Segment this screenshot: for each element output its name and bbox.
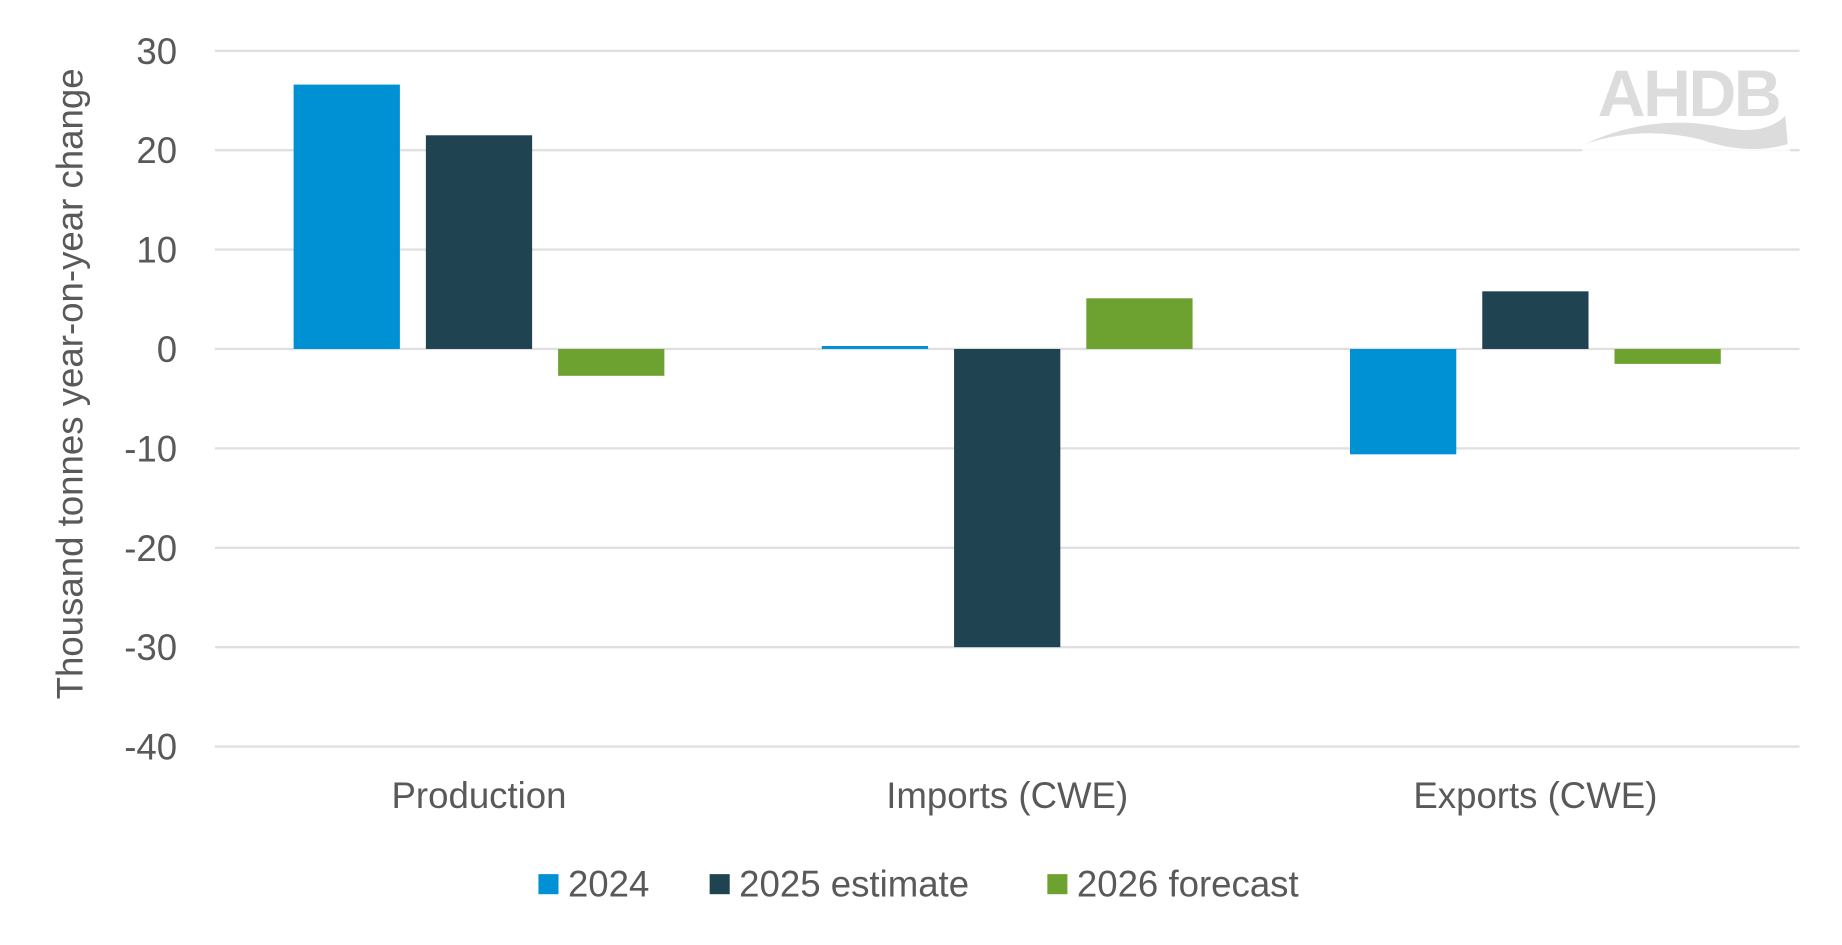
bar-2024-2 — [1350, 348, 1457, 455]
y-tick-label: 0 — [157, 329, 177, 370]
legend-label: 2026 forecast — [1077, 864, 1299, 905]
y-tick-label: -30 — [124, 627, 177, 668]
bar-2025-estimate-0 — [425, 135, 533, 349]
ahdb-logo: AHDB — [1582, 57, 1791, 154]
bar-2026-forecast-1 — [1086, 298, 1193, 349]
bar-2024-1 — [821, 345, 929, 349]
legend-label: 2025 estimate — [739, 864, 969, 905]
legend: 2024 2025 estimate 2026 forecast — [538, 864, 1299, 905]
y-tick-label: -40 — [124, 727, 177, 768]
legend-swatch — [1047, 874, 1068, 895]
legend-label: 2024 — [568, 864, 649, 905]
bar-2026-forecast-0 — [558, 348, 665, 376]
x-tick-label: Imports (CWE) — [886, 775, 1128, 816]
x-axis-ticks: Production Imports (CWE) Exports (CWE) — [392, 775, 1658, 816]
y-tick-label: 10 — [136, 230, 177, 271]
legend-swatch — [709, 874, 730, 895]
bar-2025-estimate-1 — [954, 348, 1061, 648]
svg-text:AHDB: AHDB — [1598, 57, 1780, 131]
y-tick-label: -20 — [124, 528, 177, 569]
y-axis-label: Thousand tonnes year-on-year change — [50, 68, 91, 699]
y-tick-label: -10 — [124, 428, 177, 469]
y-tick-label: 30 — [136, 31, 177, 72]
bar-2024-0 — [293, 84, 400, 349]
x-tick-label: Production — [392, 775, 567, 816]
bars — [293, 84, 1721, 648]
y-tick-label: 20 — [136, 130, 177, 171]
y-axis-ticks: 30 20 10 0 -10 -20 -30 -40 — [124, 31, 177, 768]
bar-2026-forecast-2 — [1614, 348, 1721, 364]
x-tick-label: Exports (CWE) — [1413, 775, 1657, 816]
legend-swatch — [538, 874, 559, 895]
bar-2025-estimate-2 — [1482, 291, 1589, 349]
